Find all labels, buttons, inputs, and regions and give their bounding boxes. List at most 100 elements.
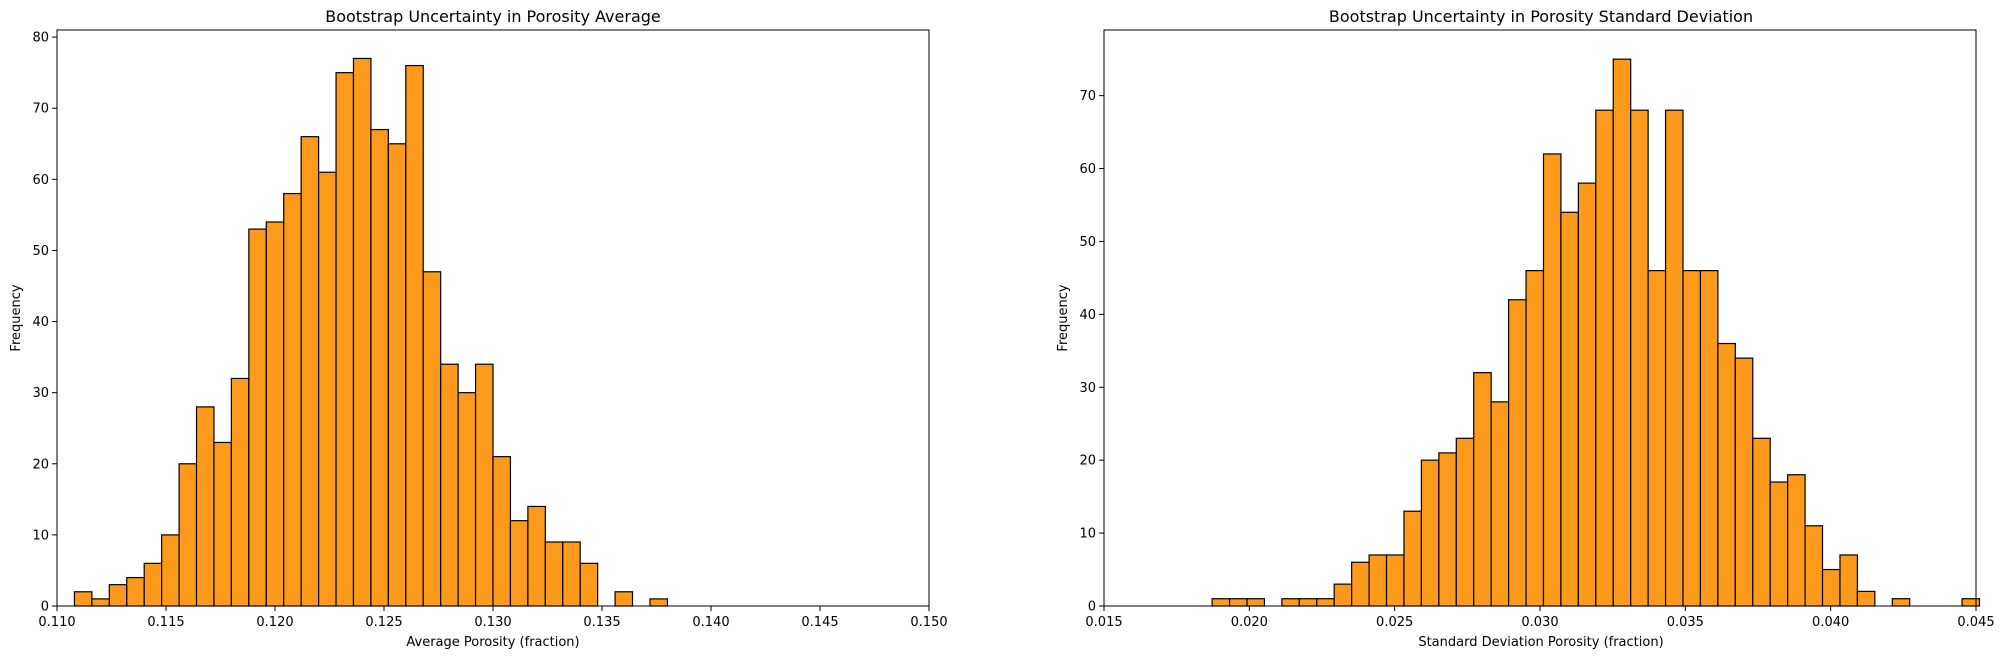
x-tick-label: 0.130 — [474, 615, 511, 630]
histogram-bar — [1228, 598, 1248, 607]
histogram-bar — [126, 576, 145, 607]
chart-stdev-porosity: Bootstrap Uncertainty in Porosity Standa… — [1056, 7, 1995, 650]
x-tick-label: 0.115 — [147, 615, 184, 630]
histogram-bar — [1717, 342, 1736, 607]
chart-average-porosity: Bootstrap Uncertainty in Porosity Averag… — [9, 7, 948, 650]
histogram-bar — [73, 591, 93, 607]
y-tick-label: 80 — [32, 31, 49, 46]
histogram-bar — [91, 598, 110, 607]
y-tick-label: 10 — [1079, 527, 1096, 542]
plot-frame — [1103, 29, 1977, 607]
chart-title: Bootstrap Uncertainty in Porosity Standa… — [1329, 7, 1753, 26]
histogram-bar — [370, 128, 389, 607]
histogram-bar — [1368, 554, 1388, 607]
histogram-bar — [509, 520, 529, 607]
histogram-bar — [1787, 474, 1806, 607]
x-axis-label: Average Porosity (fraction) — [406, 635, 579, 650]
histogram-bar — [1298, 598, 1318, 607]
histogram-bar — [195, 406, 215, 607]
x-tick-label: 0.035 — [1667, 615, 1704, 630]
histogram-bar — [1385, 554, 1405, 607]
histogram-bar — [1560, 211, 1579, 607]
histogram-bar — [1769, 481, 1789, 607]
histogram-bar — [1682, 270, 1702, 607]
x-tick-label: 0.150 — [910, 615, 947, 630]
x-tick-label: 0.110 — [38, 615, 75, 630]
histogram-bar — [1891, 598, 1911, 607]
histogram-bar — [1630, 109, 1649, 607]
histogram-bar — [352, 57, 372, 607]
histogram-bars — [73, 57, 669, 607]
x-tick-label: 0.125 — [365, 615, 402, 630]
histogram-bar — [1839, 554, 1859, 607]
histogram-bar — [1455, 437, 1475, 607]
histogram-bar — [300, 136, 320, 607]
histogram-bar — [579, 562, 599, 607]
histogram-bar — [1420, 459, 1440, 607]
histogram-bar — [457, 392, 477, 607]
histogram-bar — [1508, 299, 1527, 607]
histogram-bar — [1490, 401, 1510, 607]
y-axis-label: Frequency — [1056, 284, 1071, 351]
histogram-bar — [1856, 590, 1876, 607]
y-tick-label: 70 — [32, 102, 49, 117]
x-tick-label: 0.030 — [1521, 615, 1558, 630]
chart-title: Bootstrap Uncertainty in Porosity Averag… — [325, 7, 661, 26]
histogram-bar — [562, 541, 581, 607]
y-tick-label: 50 — [32, 244, 49, 259]
histogram-bars — [1211, 58, 1981, 607]
y-tick-label: 50 — [1079, 235, 1096, 250]
histogram-bar — [387, 143, 407, 607]
histogram-bar — [143, 562, 163, 607]
histogram-bar — [1333, 583, 1353, 607]
histogram-bar — [1473, 372, 1492, 607]
x-tick-label: 0.015 — [1085, 615, 1122, 630]
y-axis-label: Frequency — [9, 284, 24, 351]
y-tick-label: 0 — [41, 600, 49, 615]
histogram-bar — [213, 441, 233, 607]
histogram-bar — [649, 598, 669, 607]
histogram-bar — [1438, 452, 1457, 607]
y-tick-label: 40 — [32, 315, 49, 330]
x-tick-label: 0.020 — [1231, 615, 1268, 630]
histogram-bar — [335, 72, 355, 607]
y-tick-label: 10 — [32, 528, 49, 543]
histogram-bar — [230, 377, 250, 607]
histogram-bar — [1821, 568, 1841, 607]
histogram-bar — [1612, 58, 1632, 607]
histogram-bar — [1403, 510, 1423, 607]
histogram-bar — [614, 591, 634, 607]
histogram-bar — [1525, 270, 1545, 607]
x-tick-label: 0.025 — [1376, 615, 1413, 630]
y-axis-ticks: 0 10 20 30 40 50 60 70 — [1079, 89, 1104, 615]
histogram-bar — [1281, 598, 1300, 607]
histogram-bar — [1961, 598, 1981, 607]
histogram-bar — [1647, 270, 1667, 607]
histogram-bar — [161, 534, 180, 607]
histogram-bar — [1595, 109, 1614, 607]
y-tick-label: 30 — [1079, 381, 1096, 396]
histogram-bar — [405, 64, 424, 607]
histogram-bar — [248, 228, 267, 607]
histogram-bar — [1752, 437, 1771, 607]
x-tick-label: 0.135 — [583, 615, 620, 630]
histogram-bar — [492, 456, 512, 607]
histogram-bar — [440, 363, 459, 607]
y-axis-ticks: 0 10 20 30 40 50 60 70 80 — [32, 31, 57, 615]
x-tick-label: 0.040 — [1812, 615, 1849, 630]
x-axis-ticks: 0.110 0.115 0.120 0.125 0.130 0.135 0.140 0.145… — [38, 606, 948, 630]
histogram-bar — [422, 271, 442, 607]
histogram-bar — [474, 363, 494, 607]
histogram-bar — [265, 221, 285, 607]
histogram-bar — [1316, 598, 1335, 607]
x-tick-label: 0.120 — [256, 615, 293, 630]
histogram-bar — [1246, 598, 1266, 607]
histogram-bar — [1804, 525, 1824, 607]
histogram-bar — [1211, 598, 1231, 607]
histogram-bar — [527, 505, 546, 607]
y-tick-label: 70 — [1079, 89, 1096, 104]
histogram-bar — [108, 584, 128, 607]
y-tick-label: 40 — [1079, 308, 1096, 323]
